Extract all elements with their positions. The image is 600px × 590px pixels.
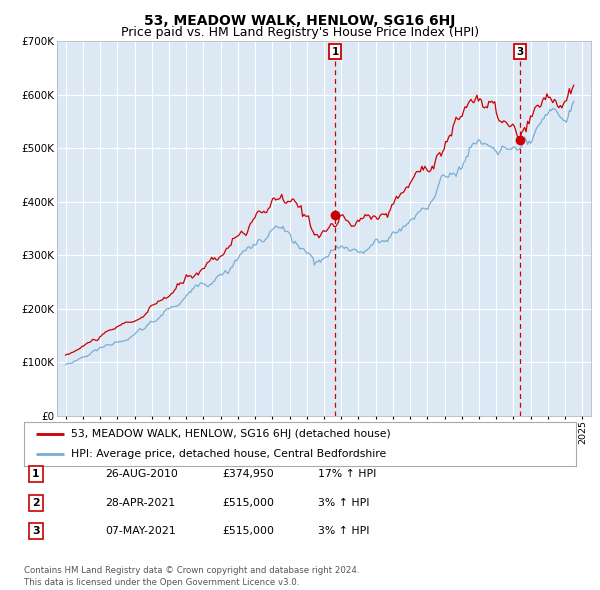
Text: 28-APR-2021: 28-APR-2021 bbox=[105, 498, 175, 507]
Text: 3% ↑ HPI: 3% ↑ HPI bbox=[318, 498, 370, 507]
Text: 2: 2 bbox=[32, 498, 40, 507]
Text: 26-AUG-2010: 26-AUG-2010 bbox=[105, 470, 178, 479]
Text: 53, MEADOW WALK, HENLOW, SG16 6HJ (detached house): 53, MEADOW WALK, HENLOW, SG16 6HJ (detac… bbox=[71, 429, 391, 439]
Text: 53, MEADOW WALK, HENLOW, SG16 6HJ: 53, MEADOW WALK, HENLOW, SG16 6HJ bbox=[145, 14, 455, 28]
Text: 17% ↑ HPI: 17% ↑ HPI bbox=[318, 470, 376, 479]
Text: Contains HM Land Registry data © Crown copyright and database right 2024.
This d: Contains HM Land Registry data © Crown c… bbox=[24, 566, 359, 587]
Text: £515,000: £515,000 bbox=[222, 526, 274, 536]
Text: 07-MAY-2021: 07-MAY-2021 bbox=[105, 526, 176, 536]
Text: 1: 1 bbox=[32, 470, 40, 479]
Text: 3: 3 bbox=[32, 526, 40, 536]
Text: 1: 1 bbox=[332, 47, 339, 57]
Text: HPI: Average price, detached house, Central Bedfordshire: HPI: Average price, detached house, Cent… bbox=[71, 449, 386, 459]
Text: 3% ↑ HPI: 3% ↑ HPI bbox=[318, 526, 370, 536]
Text: Price paid vs. HM Land Registry's House Price Index (HPI): Price paid vs. HM Land Registry's House … bbox=[121, 26, 479, 39]
Text: £515,000: £515,000 bbox=[222, 498, 274, 507]
Text: £374,950: £374,950 bbox=[222, 470, 274, 479]
Text: 3: 3 bbox=[516, 47, 523, 57]
